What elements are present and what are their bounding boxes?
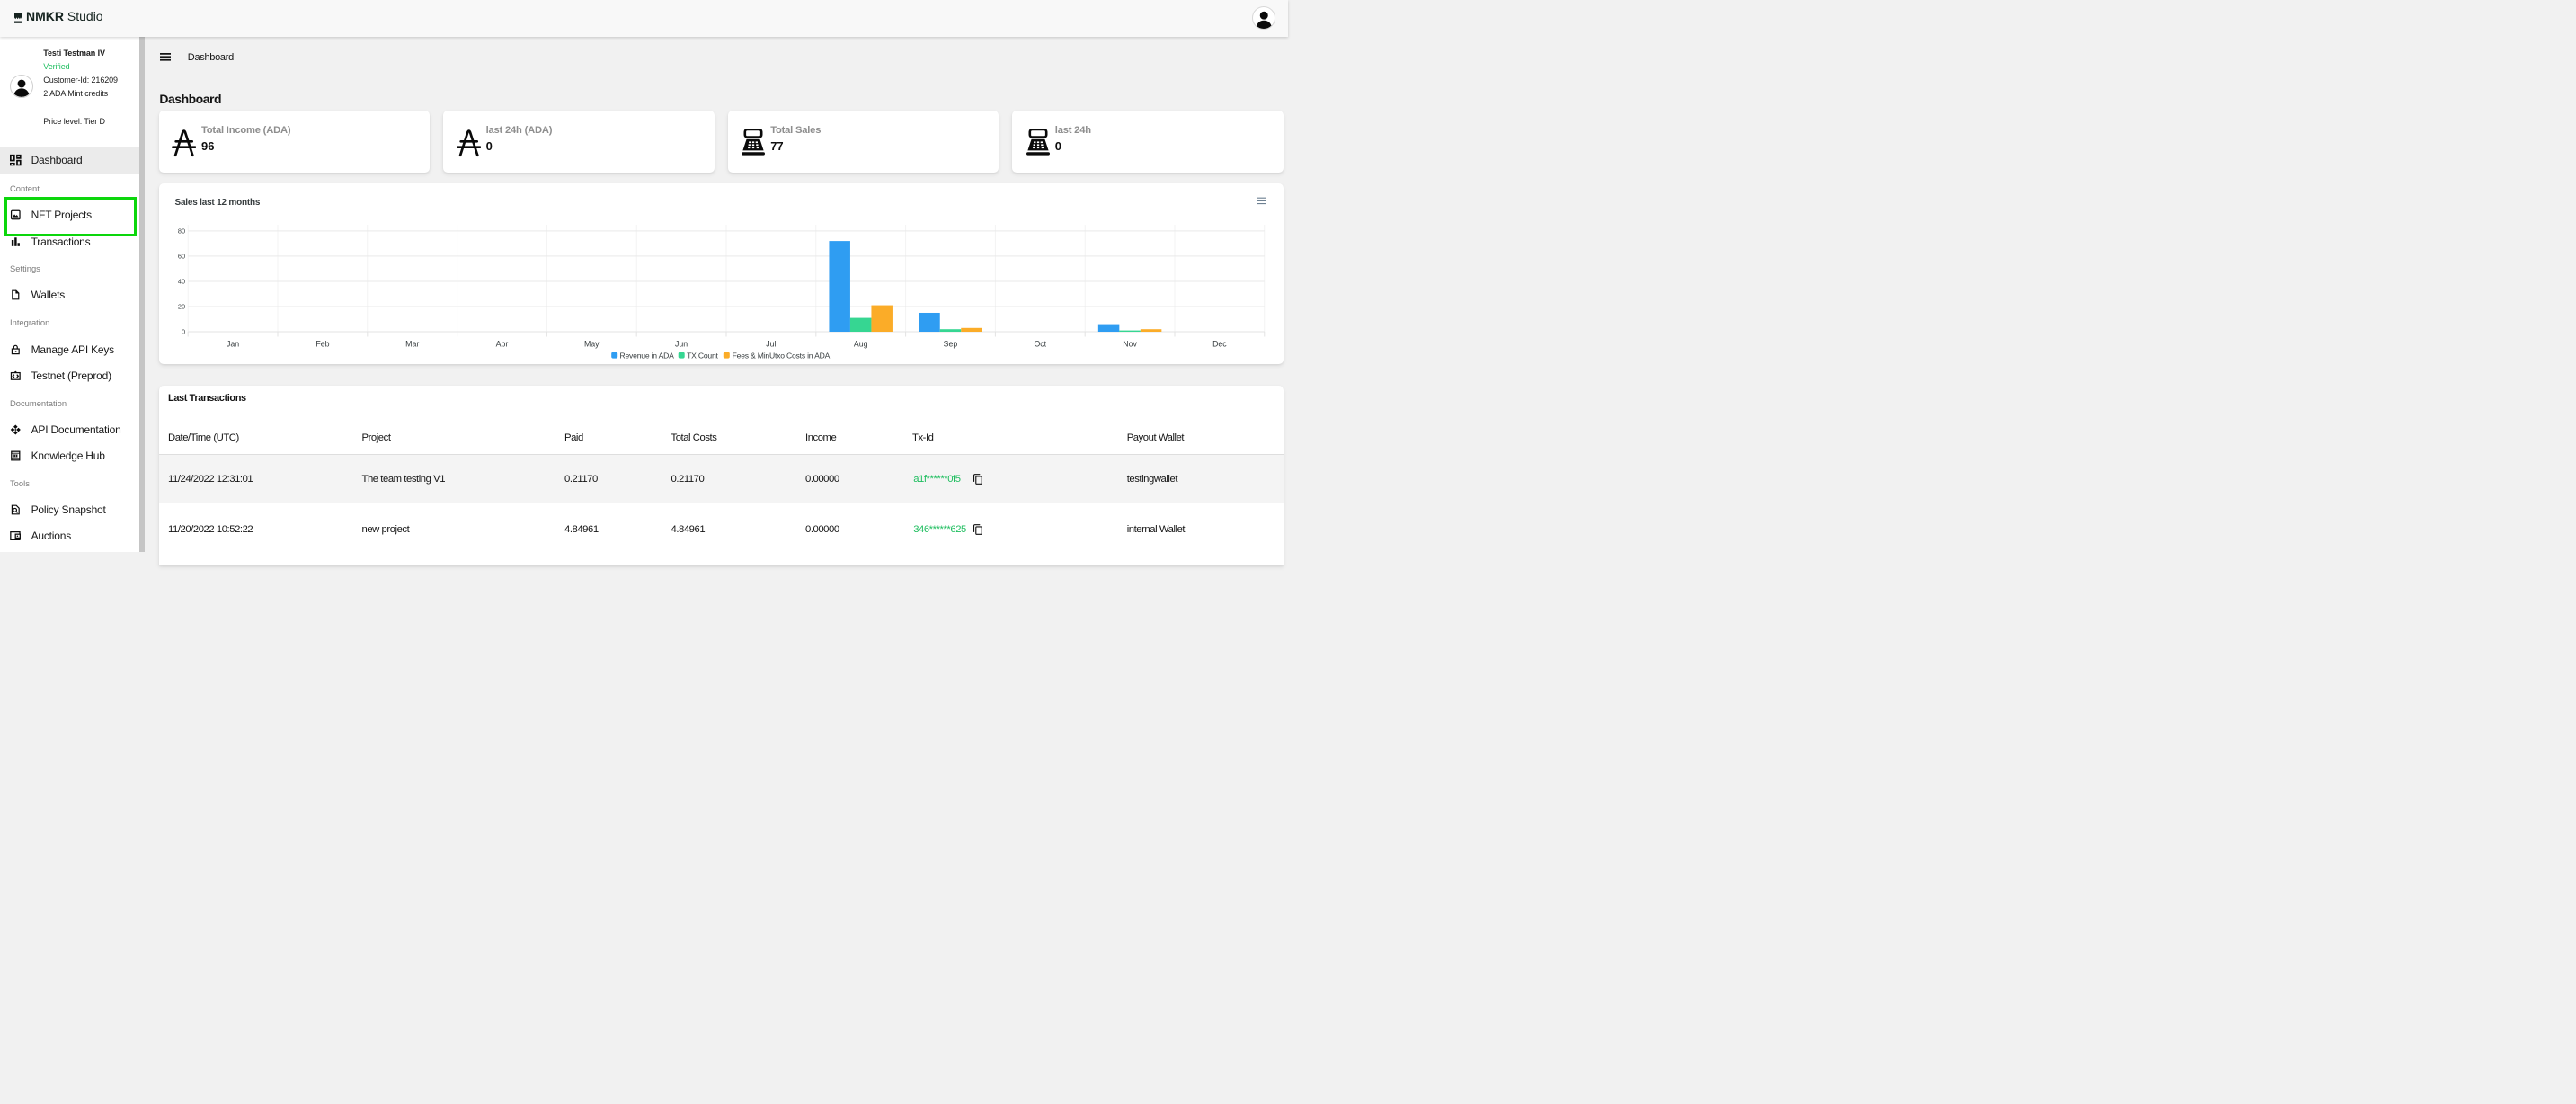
svg-text:Feb: Feb xyxy=(315,339,329,348)
svg-text:0: 0 xyxy=(181,328,184,336)
svg-text:Jul: Jul xyxy=(766,339,776,348)
svg-text:Nov: Nov xyxy=(1123,339,1137,348)
svg-text:40: 40 xyxy=(177,278,184,286)
svg-text:20: 20 xyxy=(177,303,184,311)
svg-text:Oct: Oct xyxy=(1034,339,1046,348)
svg-text:Apr: Apr xyxy=(495,339,508,348)
svg-text:Aug: Aug xyxy=(853,339,867,348)
svg-text:Sep: Sep xyxy=(943,339,957,348)
svg-text:Fees & MinUtxo Costs in ADA: Fees & MinUtxo Costs in ADA xyxy=(732,351,830,360)
svg-text:Jun: Jun xyxy=(675,339,688,348)
svg-text:Mar: Mar xyxy=(405,339,419,348)
svg-text:Revenue in ADA: Revenue in ADA xyxy=(619,351,674,360)
svg-text:Dec: Dec xyxy=(1212,339,1227,348)
svg-text:80: 80 xyxy=(177,227,184,236)
svg-text:Sales last 12 months: Sales last 12 months xyxy=(174,198,260,208)
svg-text:Jan: Jan xyxy=(227,339,239,348)
svg-text:60: 60 xyxy=(177,253,184,261)
svg-text:May: May xyxy=(583,339,599,348)
svg-text:TX Count: TX Count xyxy=(687,351,718,360)
